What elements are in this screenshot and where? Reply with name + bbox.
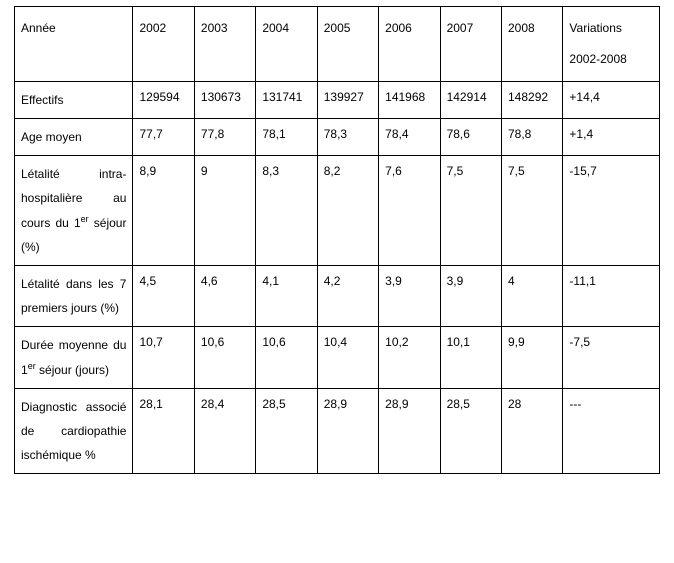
cell: 10,2 xyxy=(379,327,440,389)
header-year-2: 2004 xyxy=(256,7,317,82)
cell: 77,8 xyxy=(194,119,255,156)
cell: 131741 xyxy=(256,82,317,119)
data-table: Année 2002 2003 2004 2005 2006 2007 2008… xyxy=(14,6,660,474)
header-year-3: 2005 xyxy=(317,7,378,82)
header-row: Année 2002 2003 2004 2005 2006 2007 2008… xyxy=(15,7,660,82)
cell: 10,1 xyxy=(440,327,501,389)
header-year-1: 2003 xyxy=(194,7,255,82)
cell: 8,2 xyxy=(317,156,378,266)
page: Année 2002 2003 2004 2005 2006 2007 2008… xyxy=(0,0,674,563)
cell: 9 xyxy=(194,156,255,266)
header-year-4: 2006 xyxy=(379,7,440,82)
cell: 78,6 xyxy=(440,119,501,156)
cell: 28,9 xyxy=(317,389,378,474)
cell: 78,8 xyxy=(502,119,563,156)
header-year-5: 2007 xyxy=(440,7,501,82)
cell: 78,4 xyxy=(379,119,440,156)
table-row: Age moyen77,777,878,178,378,478,678,8+1,… xyxy=(15,119,660,156)
cell: 10,4 xyxy=(317,327,378,389)
table-row: Diagnostic associé de cardiopathie isché… xyxy=(15,389,660,474)
variation-cell: -15,7 xyxy=(563,156,660,266)
cell: 78,1 xyxy=(256,119,317,156)
cell: 28,5 xyxy=(440,389,501,474)
header-variation: Variations 2002-2008 xyxy=(563,7,660,82)
variation-cell: +1,4 xyxy=(563,119,660,156)
cell: 28 xyxy=(502,389,563,474)
cell: 3,9 xyxy=(379,266,440,327)
row-label: Létalité intra-hospitalière au cours du … xyxy=(15,156,133,266)
cell: 7,5 xyxy=(440,156,501,266)
cell: 28,1 xyxy=(133,389,194,474)
table-row: Létalité dans les 7 premiers jours (%)4,… xyxy=(15,266,660,327)
cell: 28,9 xyxy=(379,389,440,474)
cell: 28,5 xyxy=(256,389,317,474)
table-row: Effectifs1295941306731317411399271419681… xyxy=(15,82,660,119)
variation-cell: --- xyxy=(563,389,660,474)
row-label: Age moyen xyxy=(15,119,133,156)
cell: 142914 xyxy=(440,82,501,119)
table-body: Effectifs1295941306731317411399271419681… xyxy=(15,82,660,474)
variation-cell: -11,1 xyxy=(563,266,660,327)
row-label: Diagnostic associé de cardiopathie isché… xyxy=(15,389,133,474)
cell: 10,6 xyxy=(256,327,317,389)
cell: 8,9 xyxy=(133,156,194,266)
cell: 77,7 xyxy=(133,119,194,156)
cell: 4,2 xyxy=(317,266,378,327)
header-variation-line1: Variations xyxy=(569,21,621,35)
cell: 8,3 xyxy=(256,156,317,266)
header-year-0: 2002 xyxy=(133,7,194,82)
table-row: Létalité intra-hospitalière au cours du … xyxy=(15,156,660,266)
table-row: Durée moyenne du 1er séjour (jours)10,71… xyxy=(15,327,660,389)
cell: 7,5 xyxy=(502,156,563,266)
cell: 3,9 xyxy=(440,266,501,327)
row-label: Effectifs xyxy=(15,82,133,119)
header-label: Année xyxy=(15,7,133,82)
cell: 28,4 xyxy=(194,389,255,474)
cell: 10,7 xyxy=(133,327,194,389)
cell: 148292 xyxy=(502,82,563,119)
row-label: Létalité dans les 7 premiers jours (%) xyxy=(15,266,133,327)
row-label: Durée moyenne du 1er séjour (jours) xyxy=(15,327,133,389)
cell: 4,1 xyxy=(256,266,317,327)
cell: 130673 xyxy=(194,82,255,119)
cell: 139927 xyxy=(317,82,378,119)
cell: 10,6 xyxy=(194,327,255,389)
cell: 4,6 xyxy=(194,266,255,327)
variation-cell: -7,5 xyxy=(563,327,660,389)
cell: 7,6 xyxy=(379,156,440,266)
cell: 129594 xyxy=(133,82,194,119)
header-variation-line2: 2002-2008 xyxy=(569,52,626,66)
variation-cell: +14,4 xyxy=(563,82,660,119)
cell: 78,3 xyxy=(317,119,378,156)
cell: 4 xyxy=(502,266,563,327)
cell: 9,9 xyxy=(502,327,563,389)
header-year-6: 2008 xyxy=(502,7,563,82)
cell: 4,5 xyxy=(133,266,194,327)
cell: 141968 xyxy=(379,82,440,119)
table-head: Année 2002 2003 2004 2005 2006 2007 2008… xyxy=(15,7,660,82)
